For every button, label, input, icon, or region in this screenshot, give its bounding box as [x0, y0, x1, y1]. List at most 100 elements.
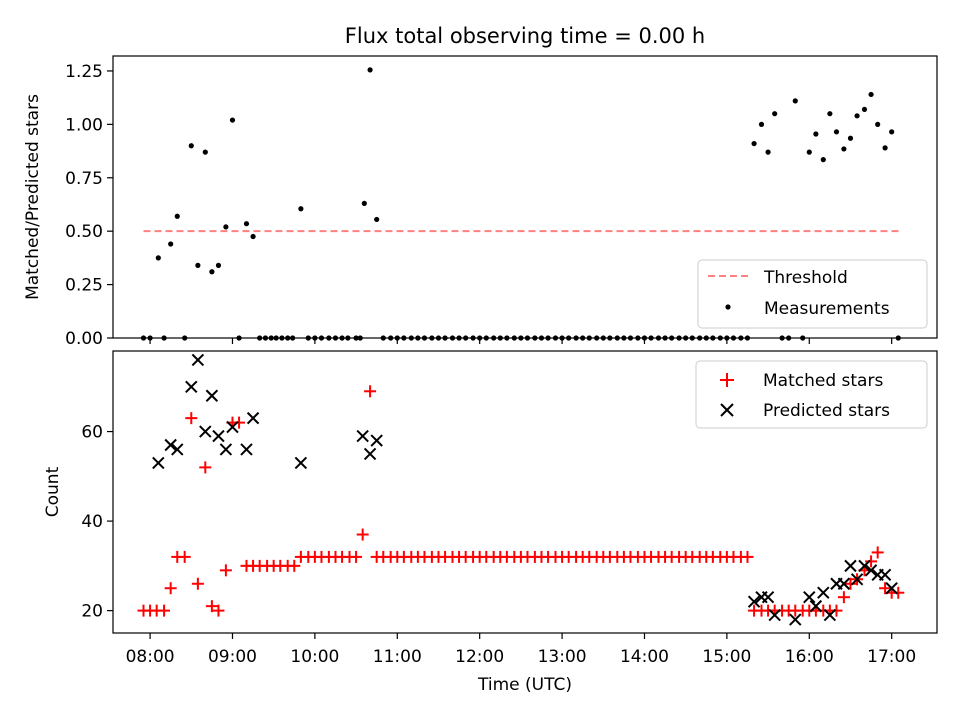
top-y-axis-label: Matched/Predicted stars — [23, 94, 43, 300]
predicted-star-point — [809, 599, 823, 613]
measurement-point — [215, 262, 222, 268]
matched-star-point — [844, 577, 857, 590]
measurement-point — [243, 221, 250, 227]
predicted-star-point — [885, 582, 898, 595]
predicted-star-point — [185, 380, 198, 394]
matched-star-point — [837, 591, 850, 604]
x-tick-label: 10:00 — [290, 647, 339, 667]
x-tick-label: 12:00 — [455, 647, 504, 667]
matched-star-point — [185, 412, 198, 425]
matched-star-point — [219, 564, 232, 577]
predicted-star-point — [240, 443, 253, 456]
predicted-star-point-b — [850, 573, 864, 586]
predicted-star-point-b — [363, 447, 377, 461]
measurement-point — [806, 149, 812, 155]
matched-star-point — [356, 528, 369, 541]
predicted-star-point-b — [171, 443, 184, 456]
predicted-star-point — [356, 429, 369, 443]
x-tick-label: 15:00 — [702, 647, 751, 667]
matched-star-point — [741, 550, 754, 563]
predicted-star-point-b — [789, 613, 802, 626]
bottom-legend-box — [695, 360, 928, 429]
matched-star-point — [158, 604, 171, 617]
matched-star-point — [178, 550, 191, 563]
top-y-tick-label: 0.00 — [65, 329, 103, 349]
measurement-point — [374, 216, 380, 223]
predicted-star-point — [850, 573, 864, 586]
measurement-point — [758, 121, 765, 127]
predicted-star-point-b — [858, 559, 871, 573]
predicted-star-point-b — [761, 590, 775, 604]
top-y-tick-label: 1.25 — [65, 62, 103, 82]
predicted-star-point — [191, 353, 205, 367]
top-panel: 0.00 0.25 0.50 0.75 1.00 1.25 Matched/Predict… — [23, 55, 938, 349]
predicted-star-point — [823, 608, 837, 622]
x-tick-label: 11:00 — [373, 647, 422, 667]
bottom-y-axis-label: Count — [43, 466, 63, 517]
x-tick-label: 17:00 — [867, 647, 916, 667]
measurement-point — [188, 143, 194, 149]
predicted-star-point-b — [185, 380, 198, 394]
predicted-star-point — [370, 434, 383, 447]
measurement-point — [361, 200, 367, 207]
measurement-point — [792, 98, 798, 104]
predicted-star-point — [768, 608, 781, 622]
measurement-point — [168, 241, 174, 247]
predicted-star-point — [226, 420, 239, 434]
x-tick-label: 08:00 — [126, 647, 175, 667]
measurement-point — [298, 206, 304, 212]
predicted-star-point-b — [199, 425, 212, 438]
predicted-star-point — [789, 613, 802, 626]
legend-matched-swatch — [720, 373, 734, 387]
matched-star-point — [199, 461, 212, 474]
matched-star-point — [212, 604, 225, 617]
predicted-star-point-b — [294, 456, 308, 470]
bottom-y-tick-label: 60 — [81, 423, 103, 443]
predicted-star-point — [864, 564, 878, 577]
measurement-point — [772, 111, 778, 117]
predicted-star-point — [164, 438, 177, 452]
predicted-star-point-b — [803, 590, 816, 604]
measurement-point — [868, 91, 874, 98]
legend-predicted-swatch — [720, 403, 734, 417]
measurement-point — [209, 269, 215, 275]
predicted-star-point — [817, 586, 830, 599]
matched-star-point — [865, 555, 878, 568]
measurement-point — [889, 129, 895, 135]
predicted-star-point-b — [878, 568, 892, 582]
predicted-star-point — [171, 443, 184, 456]
top-y-tick-label: 0.50 — [65, 222, 103, 242]
predicted-star-point — [837, 577, 851, 590]
bottom-legend: Matched stars Predicted stars — [695, 360, 928, 429]
legend-measurements-label: Measurements — [764, 299, 890, 319]
predicted-star-point-b — [747, 595, 761, 608]
predicted-star-point-b — [768, 608, 781, 622]
matched-star-point — [871, 546, 884, 559]
top-y-tick-label: 0.75 — [65, 169, 103, 189]
predicted-star-point — [246, 411, 260, 425]
matched-star-point — [288, 559, 301, 572]
measurement-point — [202, 149, 208, 155]
predicted-star-point-b — [164, 438, 177, 452]
predicted-star-point-b — [219, 443, 233, 456]
measurement-point — [751, 140, 757, 147]
predicted-star-point — [219, 443, 233, 456]
legend-matched-label: Matched stars — [763, 371, 883, 391]
legend-predicted-label: Predicted stars — [763, 401, 890, 421]
predicted-star-point — [803, 590, 816, 604]
predicted-star-point-b — [152, 456, 165, 470]
predicted-star-point — [152, 456, 165, 470]
predicted-star-point-b — [809, 599, 823, 613]
predicted-star-point-b — [205, 389, 219, 402]
measurement-point — [841, 146, 847, 152]
predicted-star-point-b — [885, 582, 898, 595]
measurement-point — [223, 224, 229, 230]
predicted-star-point — [363, 447, 377, 461]
predicted-star-point-b — [370, 434, 383, 447]
measurement-point — [229, 117, 236, 123]
x-axis-label: Time (UTC) — [477, 675, 572, 695]
matched-star-point — [364, 385, 377, 398]
predicted-star-point-b — [837, 577, 851, 590]
measurement-point — [250, 233, 256, 240]
matched-star-point — [879, 582, 892, 595]
